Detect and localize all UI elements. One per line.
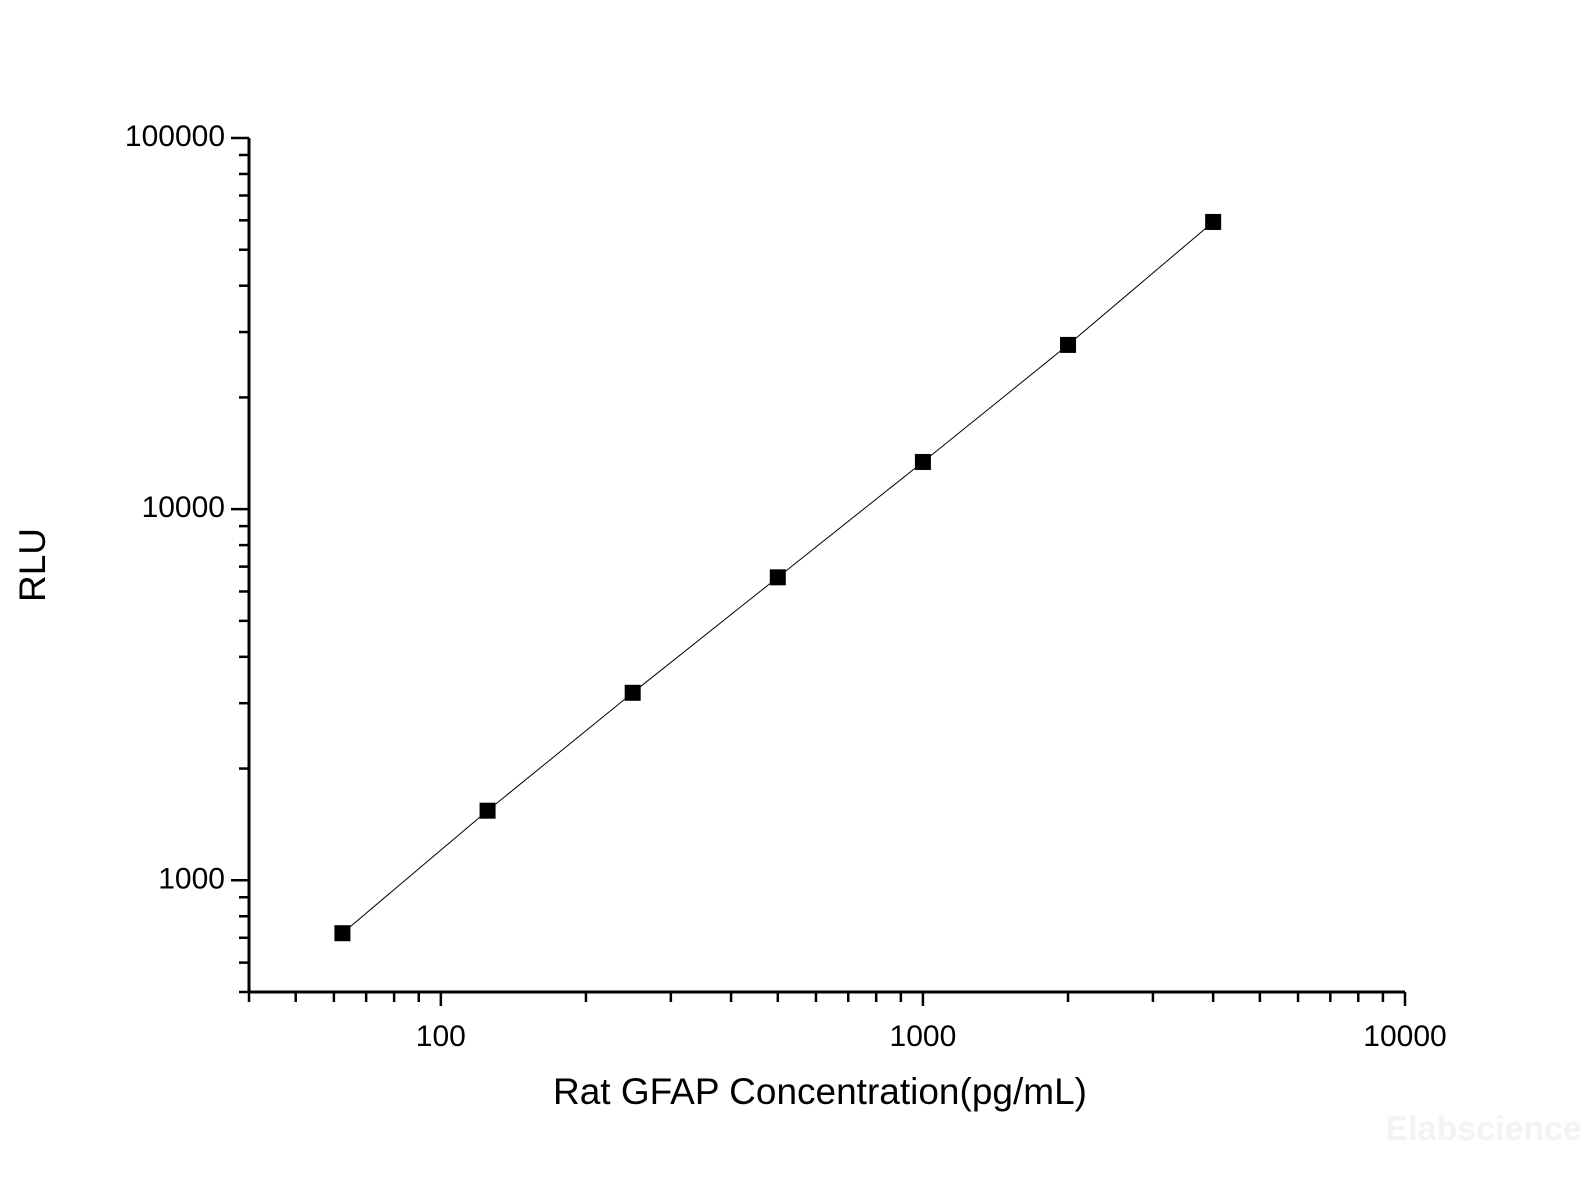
x-axis-title: Rat GFAP Concentration(pg/mL) xyxy=(553,1071,1087,1112)
data-point xyxy=(1205,213,1222,230)
y-axis-title: RLU xyxy=(12,528,53,602)
data-point xyxy=(479,802,496,819)
x-tick-label: 10000 xyxy=(1363,1020,1446,1053)
tick-labels: 100 1000 10000 1000 10000 100000 xyxy=(125,120,1447,1053)
data-point xyxy=(1060,336,1077,353)
axes xyxy=(231,136,1407,1006)
data-point xyxy=(334,925,351,942)
y-tick-label: 1000 xyxy=(158,862,225,895)
watermark: Elabscience xyxy=(1385,1110,1582,1148)
x-tick-label: 100 xyxy=(416,1020,466,1053)
y-tick-label: 100000 xyxy=(125,120,225,153)
data-point xyxy=(914,453,931,470)
series xyxy=(334,213,1222,942)
data-point xyxy=(769,569,786,586)
y-tick-label: 10000 xyxy=(142,491,225,524)
x-tick-label: 1000 xyxy=(890,1020,957,1053)
data-point xyxy=(624,684,641,701)
